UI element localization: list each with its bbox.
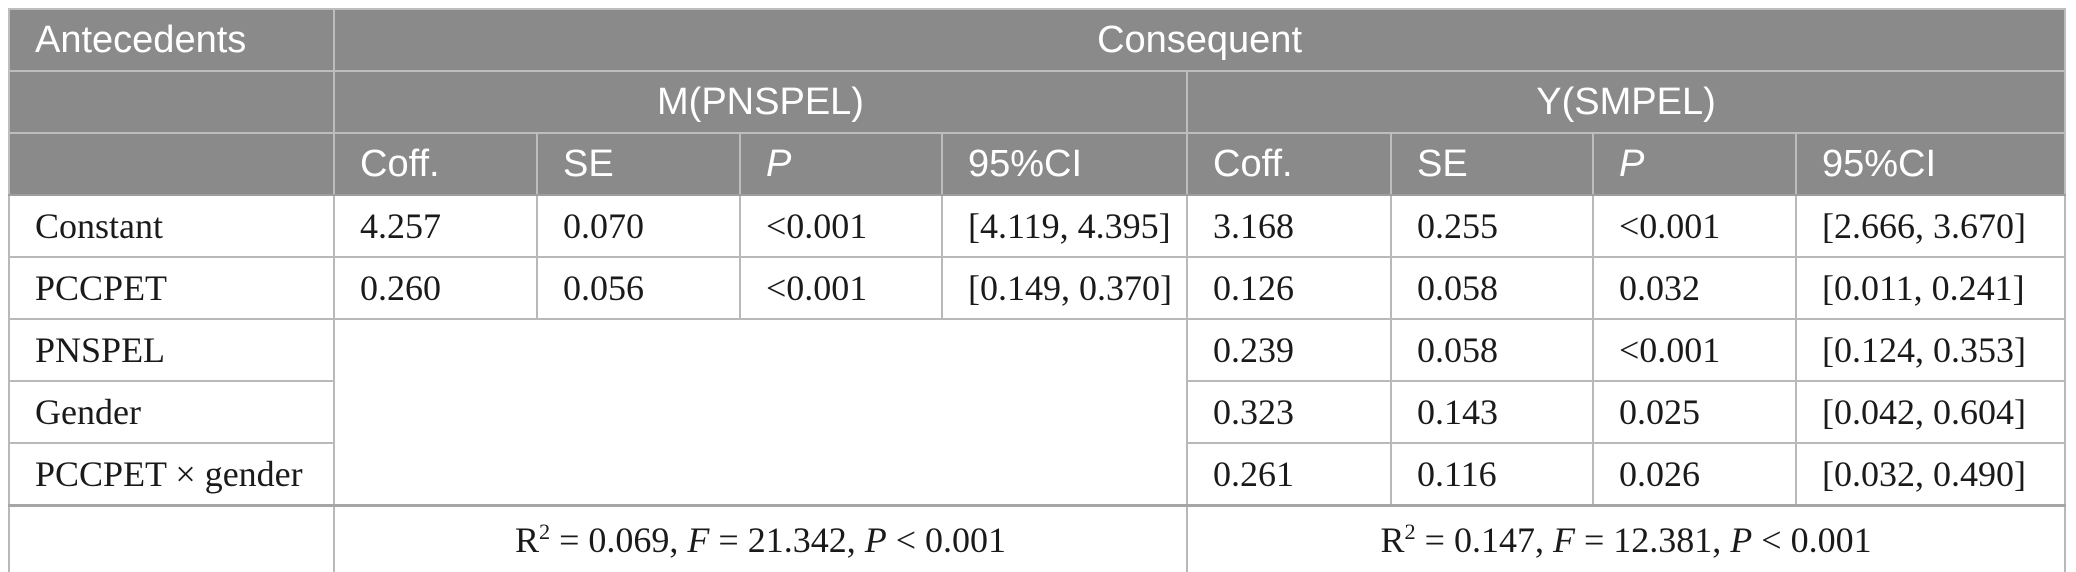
data-cell: 0.261 (1186, 442, 1392, 507)
table-footer: R2 = 0.069, F = 21.342, P < 0.001 R2 = 0… (8, 504, 2067, 572)
row-label: PCCPET (8, 256, 335, 320)
column-header-antecedents: Antecedents (8, 8, 335, 72)
r-symbol: R (514, 519, 539, 560)
data-cell: 0.032 (1592, 256, 1797, 320)
table-row-pnspel: PNSPEL 0.239 0.058 <0.001 [0.124, 0.353] (8, 318, 2067, 507)
data-cell: 0.260 (333, 256, 538, 320)
p-symbol: P (1730, 519, 1753, 560)
group-header-y-smpel: Y(SMPEL) (1185, 70, 2067, 134)
stat-header-m-coff: Coff. (333, 132, 538, 196)
data-cell: [0.124, 0.353] (1794, 318, 2067, 382)
table-row-gender: Gender 0.323 0.143 0.025 [0.042, 0.604] (8, 380, 2067, 444)
f-value: = 21.342, (709, 519, 865, 560)
footer-spacer-cell (8, 504, 335, 572)
stat-header-y-ci: 95%CI (1794, 132, 2067, 196)
data-cell: <0.001 (739, 194, 943, 258)
model-fit-row: R2 = 0.069, F = 21.342, P < 0.001 R2 = 0… (8, 504, 2067, 572)
data-cell: 0.025 (1592, 380, 1797, 444)
r-value: = 0.147, (1415, 519, 1553, 560)
p-value: < 0.001 (886, 519, 1007, 560)
data-cell: <0.001 (1592, 194, 1797, 258)
stat-header-m-se: SE (536, 132, 741, 196)
f-value: = 12.381, (1574, 519, 1731, 560)
data-cell: [2.666, 3.670] (1794, 194, 2067, 258)
table-header: Antecedents Consequent M(PNSPEL) Y(SMPEL… (8, 8, 2067, 196)
table-row-pccpet: PCCPET 0.260 0.056 <0.001 [0.149, 0.370]… (8, 256, 2067, 320)
f-symbol: F (1552, 519, 1575, 560)
data-cell: 0.323 (1186, 380, 1392, 444)
data-cell: [4.119, 4.395] (941, 194, 1188, 258)
data-cell: <0.001 (739, 256, 943, 320)
row-label: Gender (8, 380, 335, 444)
header-spacer-cell (8, 70, 335, 134)
data-cell: 0.058 (1390, 318, 1594, 382)
mediation-results-table: Antecedents Consequent M(PNSPEL) Y(SMPEL… (8, 8, 2067, 572)
table-body: Constant 4.257 0.070 <0.001 [4.119, 4.39… (8, 194, 2067, 507)
column-header-consequent: Consequent (332, 8, 2067, 72)
data-cell: <0.001 (1592, 318, 1797, 382)
data-cell: [0.032, 0.490] (1794, 442, 2067, 507)
data-cell: 0.143 (1390, 380, 1594, 444)
empty-merged-cell (333, 318, 1188, 507)
f-symbol: F (687, 519, 710, 560)
group-header-m-pnspel: M(PNSPEL) (333, 70, 1188, 134)
header-row-groups: M(PNSPEL) Y(SMPEL) (8, 70, 2067, 134)
data-cell: 3.168 (1186, 194, 1392, 258)
data-cell: 0.116 (1390, 442, 1594, 507)
data-cell: 4.257 (333, 194, 538, 258)
stat-header-y-se: SE (1390, 132, 1594, 196)
stat-header-m-p: P (739, 132, 943, 196)
p-value: < 0.001 (1752, 519, 1872, 560)
data-cell: 0.026 (1592, 442, 1797, 507)
data-cell: 0.255 (1390, 194, 1594, 258)
data-cell: [0.149, 0.370] (941, 256, 1188, 320)
header-row-top: Antecedents Consequent (8, 8, 2067, 72)
r-symbol: R (1380, 519, 1405, 560)
data-cell: 0.070 (536, 194, 741, 258)
stat-header-m-ci: 95%CI (941, 132, 1188, 196)
data-cell: 0.126 (1186, 256, 1392, 320)
stat-header-y-p: P (1592, 132, 1797, 196)
header-spacer-cell (8, 132, 335, 196)
data-cell: 0.058 (1390, 256, 1594, 320)
data-cell: [0.011, 0.241] (1794, 256, 2067, 320)
stat-header-y-coff: Coff. (1186, 132, 1392, 196)
data-cell: 0.056 (536, 256, 741, 320)
row-label: Constant (8, 194, 335, 258)
data-cell: 0.239 (1186, 318, 1392, 382)
r-value: = 0.069, (550, 519, 688, 560)
header-row-stats: Coff. SE P 95%CI Coff. SE P 95%CI (8, 132, 2067, 196)
model-fit-m-pnspel: R2 = 0.069, F = 21.342, P < 0.001 (333, 504, 1188, 572)
r-superscript: 2 (1404, 518, 1416, 544)
table-row-pccpet-x-gender: PCCPET × gender 0.261 0.116 0.026 [0.032… (8, 442, 2067, 507)
model-fit-y-smpel: R2 = 0.147, F = 12.381, P < 0.001 (1185, 504, 2067, 572)
table-row-constant: Constant 4.257 0.070 <0.001 [4.119, 4.39… (8, 194, 2067, 258)
row-label: PNSPEL (8, 318, 335, 382)
p-symbol: P (864, 519, 887, 560)
r-superscript: 2 (538, 518, 551, 544)
row-label: PCCPET × gender (8, 442, 335, 507)
data-cell: [0.042, 0.604] (1794, 380, 2067, 444)
